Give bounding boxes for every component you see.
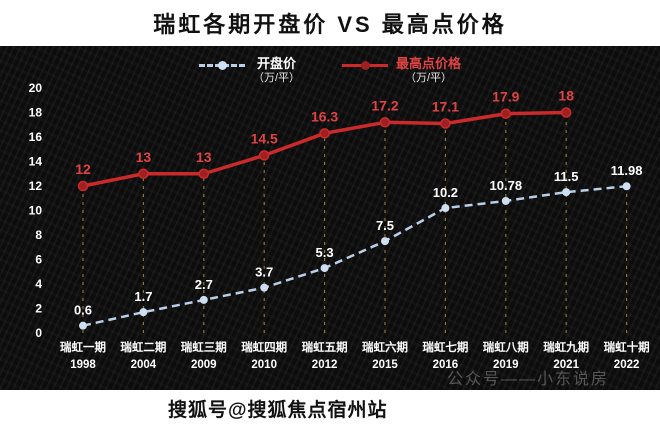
open-price-label: 3.7 [255, 265, 273, 280]
open-price-label: 7.5 [376, 218, 394, 233]
peak-price-label: 14.5 [251, 130, 278, 146]
open-price-label: 10.2 [433, 185, 458, 200]
legend-item-open-price: 开盘价 （万/平） [198, 56, 300, 86]
x-axis-year-label: 2016 [433, 359, 459, 371]
peak-price-label: 17.2 [371, 97, 398, 113]
open-price-point [79, 321, 87, 330]
peak-price-line-icon [342, 61, 389, 71]
x-axis-year-label: 2009 [191, 359, 217, 371]
open-price-point [501, 196, 510, 205]
x-axis-category-label: 瑞虹三期 [181, 340, 227, 354]
y-axis-tick-label: 20 [29, 81, 43, 95]
line-chart: 0 2 4 6 8 10 12 14 16 18 20 0.6 1.7 2.7 3.7 5.3 7.5 10.2 1… [29, 81, 650, 388]
y-axis-tick-label: 2 [35, 302, 42, 316]
peak-price-label: 18 [558, 88, 574, 104]
x-axis-year-label: 2022 [614, 359, 640, 371]
peak-price-label: 17.9 [492, 89, 519, 105]
open-price-line [82, 185, 627, 327]
peak-price-point [319, 128, 330, 139]
y-axis-tick-label: 14 [29, 155, 43, 169]
header: 瑞虹各期开盘价 VS 最高点价格 [0, 0, 660, 46]
peak-price-point [198, 168, 210, 179]
y-axis-tick-label: 0 [35, 326, 42, 340]
peak-price-point [258, 150, 270, 161]
peak-price-point [138, 168, 149, 179]
peak-price-point [560, 107, 572, 118]
x-axis-year-label: 2012 [312, 359, 338, 371]
x-axis-category-label: 瑞虹一期 [60, 340, 106, 354]
x-axis-category-label: 瑞虹四期 [241, 340, 287, 354]
x-axis-category-label: 瑞虹二期 [120, 340, 166, 354]
peak-price-point [379, 117, 391, 128]
peak-price-label: 16.3 [311, 108, 338, 124]
peak-price-label: 17.1 [432, 99, 459, 115]
chart-area: 开盘价 （万/平） 最高点价格 （万/平） 0 2 4 6 8 10 12 14 16 18 20 0… [0, 46, 660, 390]
x-axis-category-label: 瑞虹十期 [604, 340, 650, 354]
chart-legend: 开盘价 （万/平） 最高点价格 （万/平） [0, 56, 660, 86]
chart-watermark: 公众号——小东说房 [447, 370, 609, 388]
y-axis-tick-label: 10 [29, 204, 43, 218]
open-price-line-icon [198, 61, 245, 71]
open-price-point [441, 204, 450, 213]
peak-price-label: 13 [196, 149, 212, 165]
open-price-point [139, 308, 148, 317]
open-price-label: 11.98 [611, 163, 643, 178]
x-axis-year-label: 2010 [251, 359, 277, 371]
x-axis-year-label: 2015 [372, 359, 398, 371]
x-axis-category-label: 瑞虹八期 [483, 340, 529, 354]
peak-price-label: 12 [75, 161, 91, 177]
open-price-label: 0.6 [74, 303, 92, 318]
open-price-label: 10.78 [490, 178, 523, 193]
peak-price-point [440, 118, 451, 129]
open-price-point [199, 295, 208, 304]
x-axis-year-label: 2019 [493, 359, 519, 371]
y-axis-tick-label: 12 [29, 179, 43, 193]
peak-price-label: 13 [136, 149, 152, 165]
open-price-point [320, 264, 329, 273]
open-price-point [260, 283, 269, 292]
y-axis-tick-label: 16 [29, 130, 43, 144]
open-price-point [622, 182, 631, 191]
x-axis-year-label: 2004 [131, 359, 157, 371]
legend-label-peak-price: 最高点价格 [396, 56, 462, 71]
legend-text: 开盘价 （万/平） [253, 56, 300, 86]
x-axis-year-label: 1998 [70, 359, 96, 371]
open-price-label: 11.5 [554, 169, 579, 184]
x-axis-category-label: 瑞虹五期 [302, 340, 348, 354]
y-axis-tick-label: 8 [35, 228, 42, 242]
footer: 搜狐号@搜狐焦点宿州站 [0, 390, 660, 427]
open-price-label: 2.7 [195, 277, 213, 292]
x-axis-category-label: 瑞虹六期 [362, 340, 408, 354]
y-axis-tick-label: 4 [35, 277, 42, 291]
footer-watermark: 搜狐号@搜狐焦点宿州站 [168, 400, 388, 421]
x-axis-year-label: 2021 [553, 359, 579, 371]
peak-price-point [77, 180, 89, 192]
x-axis-category-label: 瑞虹七期 [422, 340, 468, 354]
open-price-point [381, 237, 389, 246]
legend-text: 最高点价格 （万/平） [396, 56, 461, 86]
open-price-point [562, 188, 571, 197]
open-price-label: 1.7 [134, 289, 152, 304]
peak-price-point [500, 108, 512, 119]
page-title: 瑞虹各期开盘价 VS 最高点价格 [153, 12, 507, 37]
legend-label-open-price: 开盘价 [256, 56, 296, 71]
legend-unit-open-price: （万/平） [252, 72, 301, 85]
legend-item-peak-price: 最高点价格 （万/平） [342, 56, 461, 86]
x-axis-category-label: 瑞虹九期 [543, 340, 589, 354]
y-axis-tick-label: 18 [29, 106, 43, 120]
y-axis-tick-label: 6 [35, 253, 42, 267]
legend-unit-peak-price: （万/平） [404, 72, 453, 85]
open-price-label: 5.3 [316, 245, 334, 260]
